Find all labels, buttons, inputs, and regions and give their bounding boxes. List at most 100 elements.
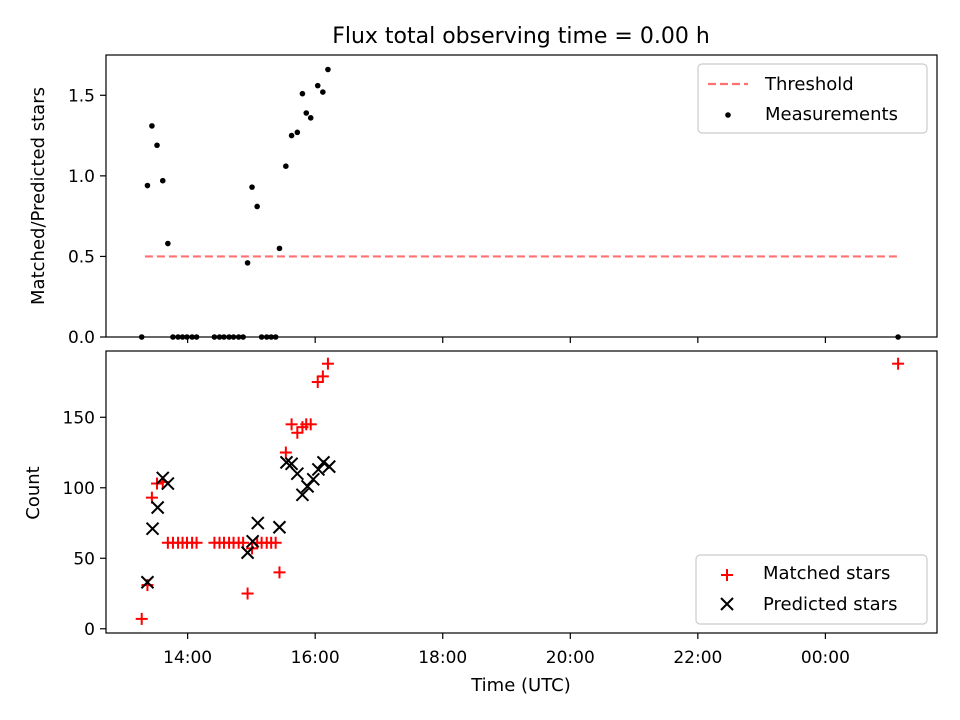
measurement-point (283, 163, 289, 169)
measurement-point (325, 66, 331, 73)
measurements-legend-swatch (725, 112, 731, 118)
x-tick-label: 20:00 (546, 648, 595, 668)
matched-star-point (273, 566, 286, 579)
predicted-star-point (311, 462, 326, 477)
matched-star-point (321, 357, 334, 370)
x-tick-label: 18:00 (418, 648, 467, 668)
count-y-tick-label: 100 (63, 479, 95, 499)
matched-star-point (190, 536, 203, 549)
predicted-star-stroke (316, 455, 331, 470)
measurement-point (165, 240, 171, 247)
matched-star-point (291, 426, 304, 439)
matched-star-point (316, 370, 329, 383)
predicted-star-point (161, 476, 175, 491)
predicted-star-stroke (290, 466, 305, 481)
measurement-point (314, 82, 321, 89)
ratio-panel-frame (105, 54, 938, 338)
measurement-point (144, 182, 151, 189)
ratio-y-tick-label: 1.0 (68, 167, 95, 187)
predicted-star-point (240, 545, 255, 560)
threshold-legend-label: Threshold (764, 74, 854, 95)
predicted-legend-swatch (720, 597, 734, 611)
ratio-legend: Threshold Measurements (697, 63, 928, 134)
predicted-star-point (306, 472, 320, 487)
ratio-y-axis-label: Matched/Predicted stars (28, 87, 49, 305)
count-y-tick-label: 0 (84, 620, 95, 640)
matched-star-point (311, 376, 324, 389)
ratio-legend-box (697, 63, 928, 134)
predicted-star-stroke (161, 476, 175, 491)
predicted-star-point (290, 466, 305, 481)
count-legend-box (695, 554, 928, 625)
x-tick-label: 16:00 (291, 648, 340, 668)
predicted-star-point (295, 488, 310, 502)
ratio-y-tick-label: 0.5 (68, 247, 95, 267)
predicted-star-stroke (284, 457, 299, 471)
predicted-star-stroke (145, 521, 160, 536)
ratio-y-tick-label: 1.5 (68, 86, 95, 106)
measurement-point (303, 110, 310, 116)
ratio-y-tick-label: 0.0 (68, 328, 95, 348)
matched-star-point (279, 446, 292, 459)
count-series (135, 357, 905, 625)
predicted-star-point (145, 521, 160, 536)
measurement-point (294, 129, 301, 136)
predicted-star-point (245, 534, 260, 549)
measurement-point (299, 90, 306, 97)
count-y-tick-label: 50 (73, 549, 95, 569)
predicted-star-stroke (279, 455, 294, 470)
predicted-star-stroke (240, 545, 255, 560)
x-tick-label: 14:00 (163, 648, 212, 668)
predicted-star-point (251, 516, 265, 530)
count-y-ticks: 0 50 100 150 (63, 408, 106, 640)
x-tick-label: 22:00 (673, 648, 722, 668)
count-x-ticks: 14:00 16:00 18:00 20:00 22:00 00:00 (163, 633, 850, 668)
predicted-star-stroke (272, 520, 287, 534)
measurement-point (249, 184, 255, 190)
count-legend: Matched stars Predicted stars (695, 554, 928, 625)
predicted-star-stroke (306, 472, 320, 487)
measurement-point (154, 142, 160, 149)
predicted-star-point (279, 455, 294, 470)
predicted-star-stroke (295, 488, 310, 502)
count-panel-frame (105, 350, 938, 634)
predicted-star-stroke (322, 459, 336, 474)
matched-legend-swatch (721, 569, 733, 581)
matched-legend-label: Matched stars (763, 563, 890, 584)
matched-star-point (135, 612, 148, 625)
ratio-y-ticks: 0.0 0.5 1.0 1.5 (68, 86, 106, 348)
predicted-star-stroke (311, 462, 326, 477)
count-panel: 0 50 100 150 14:00 16:00 18:00 20:00 22:00 00:00… (23, 350, 938, 696)
measurement-point (320, 89, 326, 95)
ratio-panel: 0.0 0.5 1.0 1.5 Matched/Predicted stars Thr… (28, 54, 938, 348)
measurement-point (288, 132, 295, 139)
predicted-star-point (316, 455, 331, 470)
matched-star-point (241, 587, 254, 600)
measurement-point (149, 123, 155, 129)
predicted-star-stroke (140, 575, 155, 589)
count-y-axis-label: Count (23, 466, 44, 519)
predicted-star-stroke (251, 516, 265, 530)
predicted-star-point (272, 520, 287, 534)
predicted-star-point (140, 575, 155, 589)
chart-title: Flux total observing time = 0.00 h (332, 24, 710, 49)
predicted-star-stroke (150, 500, 165, 515)
count-y-tick-label: 150 (63, 408, 95, 428)
measurement-point (159, 177, 166, 184)
matched-star-point (892, 357, 905, 370)
measurement-point (276, 245, 283, 252)
predicted-star-point (150, 500, 165, 515)
measurement-point (244, 260, 251, 266)
matched-star-point (304, 418, 317, 431)
matched-star-point (269, 536, 282, 549)
measurements-legend-label: Measurements (765, 104, 898, 125)
ratio-x-ticks (187, 337, 826, 343)
x-axis-label: Time (UTC) (470, 675, 571, 696)
predicted-star-stroke (245, 534, 260, 549)
measurement-point (307, 115, 314, 121)
predicted-star-point (322, 459, 336, 474)
x-tick-label: 00:00 (801, 648, 850, 668)
predicted-star-point (284, 457, 299, 471)
matched-star-point (285, 418, 298, 431)
